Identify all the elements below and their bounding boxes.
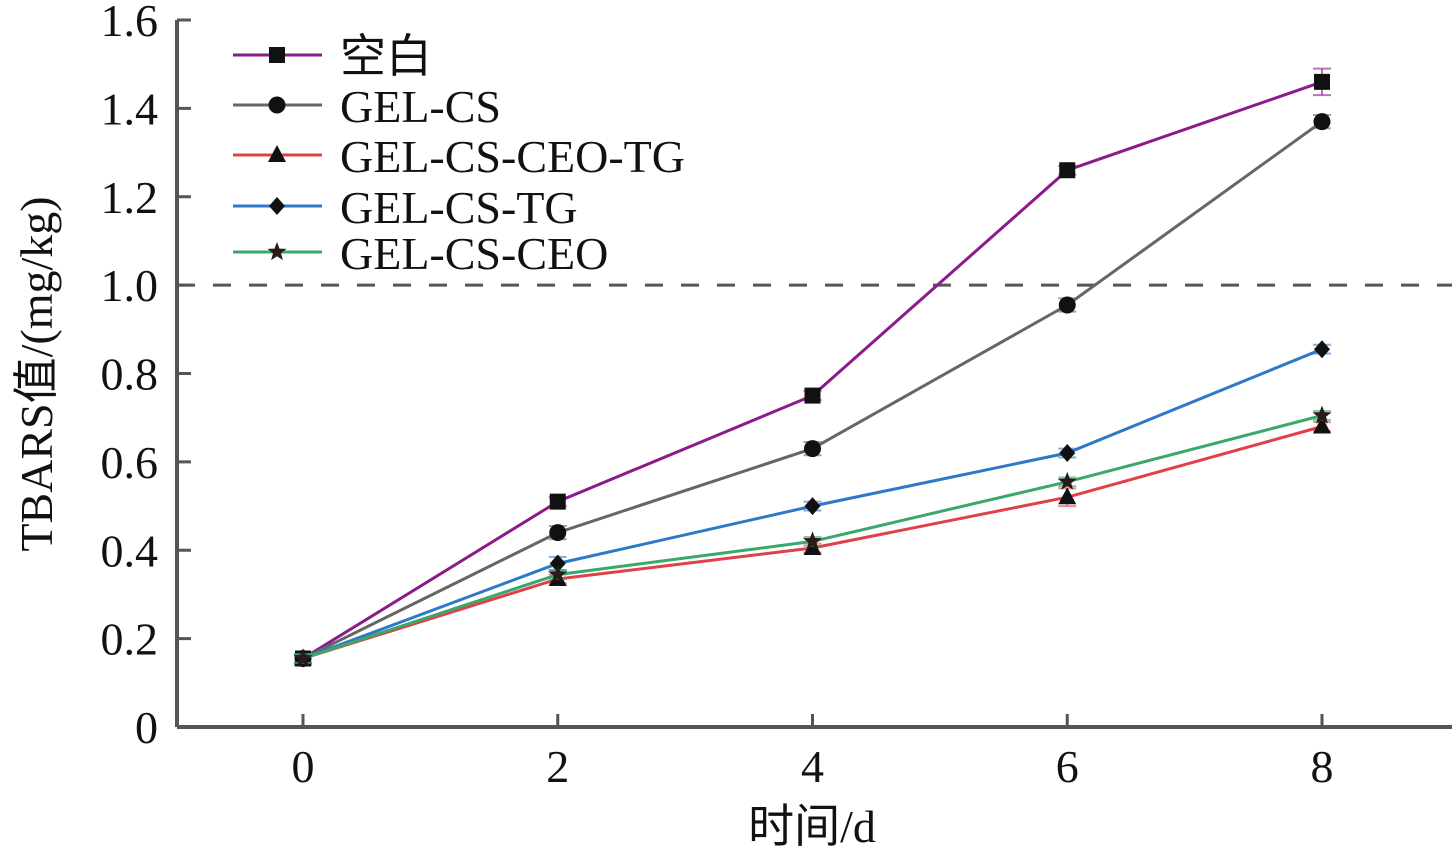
legend-label: GEL-CS-CEO bbox=[340, 228, 608, 279]
data-point bbox=[1058, 296, 1076, 314]
legend-item: 空白 bbox=[233, 31, 432, 82]
data-point bbox=[549, 524, 567, 542]
data-point bbox=[1314, 340, 1330, 359]
legend-label: 空白 bbox=[340, 31, 432, 82]
legend-marker-icon bbox=[268, 96, 286, 114]
data-point bbox=[803, 531, 822, 550]
x-tick-label: 8 bbox=[1311, 741, 1334, 792]
data-point bbox=[548, 564, 568, 583]
legend-marker-icon bbox=[269, 47, 285, 63]
y-tick-label: 0.8 bbox=[101, 349, 159, 400]
data-point bbox=[1313, 416, 1331, 434]
data-point bbox=[1312, 405, 1332, 424]
legend-marker-icon bbox=[269, 197, 285, 215]
data-point bbox=[804, 497, 821, 516]
y-tick-label: 0 bbox=[135, 702, 158, 753]
y-tick-label: 1.6 bbox=[101, 0, 159, 46]
legend-item: GEL-CS bbox=[233, 81, 501, 132]
y-tick-label: 1.2 bbox=[101, 172, 159, 223]
legend-item: GEL-CS-TG bbox=[233, 182, 578, 233]
y-tick-label: 1.4 bbox=[101, 83, 159, 134]
y-tick-label: 0.6 bbox=[101, 437, 159, 488]
x-axis-title: 时间/d bbox=[748, 801, 876, 852]
data-point bbox=[1313, 113, 1331, 131]
axes: 0 0.2 0.4 0.6 0.8 1.0 1.2 1.4 1.6 0 2 4 6 8 bbox=[101, 0, 1452, 792]
legend-marker-icon bbox=[267, 242, 287, 261]
data-point bbox=[1059, 444, 1076, 463]
legend-label: GEL-CS-CEO-TG bbox=[340, 131, 685, 182]
data-point bbox=[1057, 471, 1077, 490]
x-tick-label: 2 bbox=[546, 741, 569, 792]
legend-label: GEL-CS bbox=[340, 81, 501, 132]
data-point bbox=[549, 554, 566, 573]
series-1 bbox=[294, 113, 1331, 668]
legend-marker-icon bbox=[268, 145, 286, 162]
y-tick-label: 0.4 bbox=[101, 525, 159, 576]
series-4 bbox=[293, 405, 1332, 667]
y-axis-title: TBARS值/(mg/kg) bbox=[11, 196, 62, 551]
legend-item: GEL-CS-CEO bbox=[233, 228, 608, 279]
legend-label: GEL-CS-TG bbox=[340, 182, 578, 233]
y-tick-label: 1.0 bbox=[101, 260, 159, 311]
x-tick-label: 6 bbox=[1056, 741, 1079, 792]
data-point bbox=[293, 648, 313, 667]
data-point bbox=[549, 493, 566, 510]
x-tick-label: 0 bbox=[292, 741, 315, 792]
x-tick-label: 4 bbox=[801, 741, 824, 792]
legend-item: GEL-CS-CEO-TG bbox=[233, 131, 685, 182]
data-point bbox=[1314, 73, 1330, 90]
data-point bbox=[1058, 487, 1077, 505]
y-tick-label: 0.2 bbox=[101, 614, 159, 665]
series-group bbox=[293, 67, 1332, 668]
data-point bbox=[1059, 162, 1076, 179]
data-point bbox=[804, 440, 821, 458]
data-point bbox=[804, 387, 821, 404]
